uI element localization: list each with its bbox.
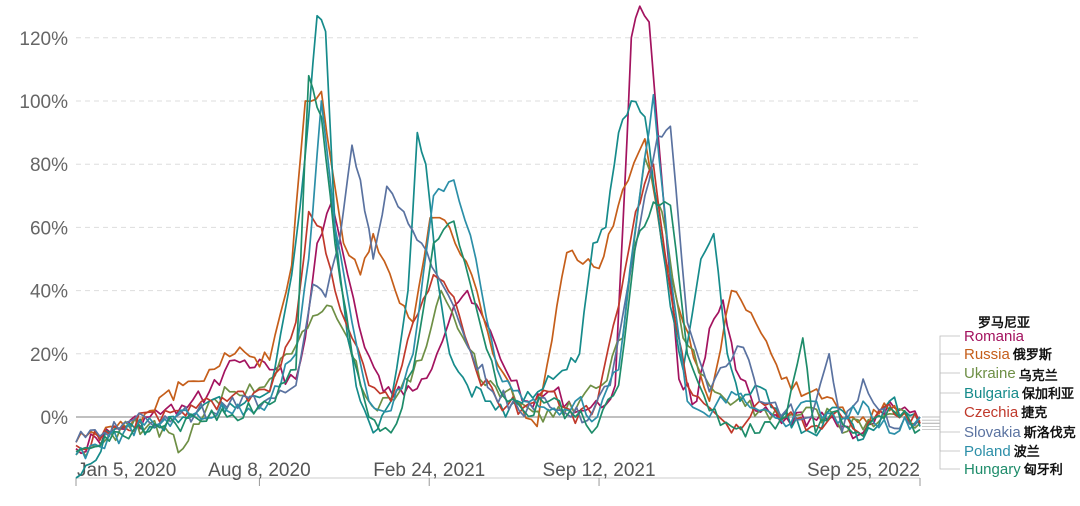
- legend-label-czechia: Czechia: [964, 404, 1019, 421]
- legend-label-zh-romania: 罗马尼亚: [978, 316, 1030, 331]
- y-tick-label: 120%: [19, 29, 68, 50]
- y-axis-ticks: 120% 100% 80% 60% 40% 20% 0%: [19, 29, 68, 429]
- legend-connector: [922, 392, 960, 427]
- legend-label-romania: Romania: [964, 328, 1025, 345]
- y-tick-label: 80%: [30, 155, 68, 176]
- gridlines: [76, 37, 920, 418]
- legend-label-zh-bulgaria: 保加利亚: [1021, 386, 1074, 402]
- x-tick-label: Feb 24, 2021: [373, 460, 485, 481]
- y-tick-label: 0%: [41, 408, 69, 429]
- x-tick-label: Sep 25, 2022: [807, 460, 920, 481]
- legend-label-zh-slovakia: 斯洛伐克: [1024, 425, 1076, 441]
- series-lines: [75, 5, 921, 479]
- legend-label-slovakia: Slovakia: [964, 424, 1021, 441]
- legend-connector: [922, 416, 960, 452]
- series-line-slovakia: [75, 125, 921, 443]
- legend-label-russia: Russia: [964, 346, 1011, 363]
- x-tick-label: Jan 5, 2020: [77, 460, 176, 481]
- legend-label-ukraine: Ukraine: [964, 365, 1016, 382]
- x-axis: Jan 5, 2020 Aug 8, 2020 Feb 24, 2021 Sep 12…: [75, 460, 921, 486]
- legend-label-hungary: Hungary: [964, 461, 1021, 478]
- y-tick-label: 100%: [19, 92, 68, 113]
- y-tick-label: 20%: [30, 345, 68, 366]
- legend-connector: [922, 411, 960, 424]
- legend-connector: [922, 429, 960, 470]
- legend-label-zh-ukraine: 乌克兰: [1019, 368, 1058, 384]
- legend-label-bulgaria: Bulgaria: [964, 385, 1020, 402]
- legend-connector: [922, 372, 960, 424]
- legend-connector: [922, 353, 960, 421]
- y-tick-label: 40%: [30, 282, 68, 303]
- series-line-hungary: [75, 74, 921, 453]
- y-tick-label: 60%: [30, 218, 68, 239]
- legend-label-zh-russia: 俄罗斯: [1012, 347, 1052, 363]
- x-tick-label: Aug 8, 2020: [208, 460, 310, 481]
- legend-label-zh-czechia: 捷克: [1021, 405, 1047, 421]
- legend-connector: [922, 335, 960, 424]
- legend-label-zh-poland: 波兰: [1014, 444, 1040, 460]
- x-tick-label: Sep 12, 2021: [543, 460, 656, 481]
- series-line-russia: [75, 90, 921, 443]
- legend-label-zh-hungary: 匈牙利: [1024, 462, 1063, 478]
- series-line-romania: [75, 5, 921, 455]
- legend-label-poland: Poland: [964, 443, 1011, 460]
- series-line-poland: [75, 93, 921, 460]
